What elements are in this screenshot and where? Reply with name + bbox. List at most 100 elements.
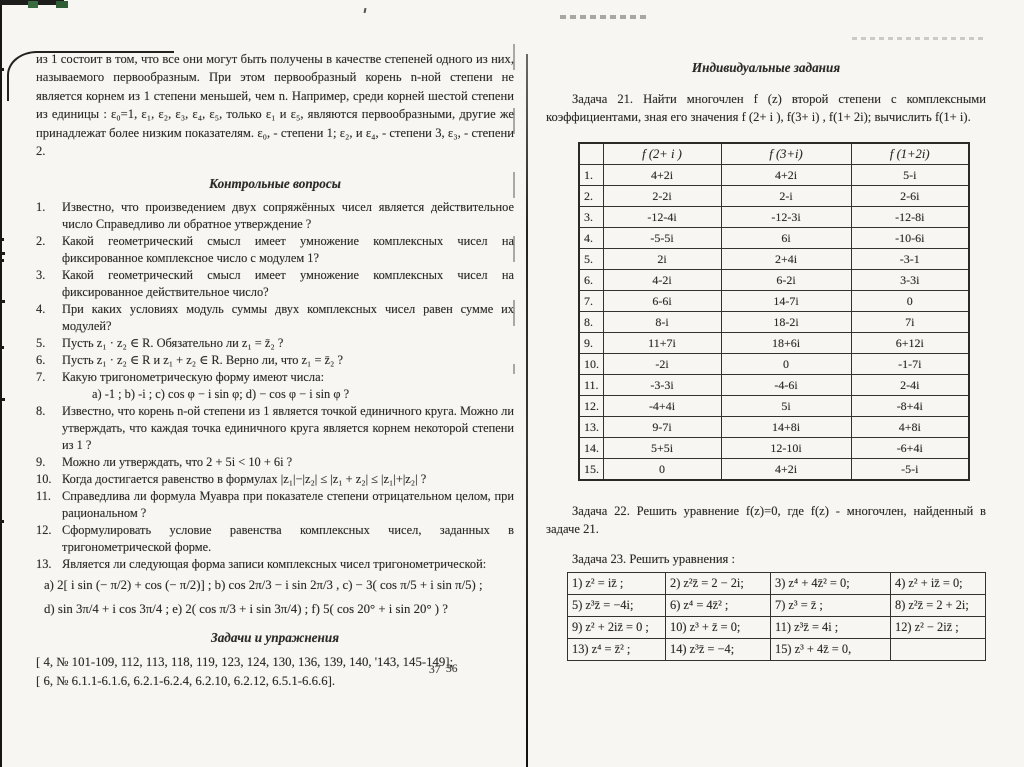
question-text: Известно, что корень n-ой степени из 1 я… (62, 404, 514, 453)
question-number: 9. (36, 455, 46, 470)
question-number: 1. (36, 200, 46, 215)
equation-cell: 8) z²z̄ = 2 + 2i; (890, 594, 986, 617)
question-item: 4. При каких условиях модуль суммы двух к… (36, 301, 514, 335)
question-number: 3. (36, 268, 46, 283)
value-cell: -4+4i (602, 395, 722, 417)
question-item: 10. Когда достигается равенство в формула… (36, 471, 514, 488)
equations-table-row: 9) z² + 2iz̄ = 0 ; 10) z³ + z̄ = 0; 11) z³… (567, 616, 986, 639)
value-cell: -12-4i (602, 206, 722, 228)
question-item: 11. Справедлива ли формула Муавра при пок… (36, 488, 514, 522)
equation-cell: 1) z² = iz̄ ; (567, 572, 666, 595)
row-number: 13. (578, 416, 604, 438)
column-header: f (2+ i ) (602, 142, 722, 165)
value-cell: 0 (720, 353, 852, 375)
values-table-row: 15. 0 4+2i -5-i (578, 458, 970, 481)
equation-cell (890, 638, 986, 661)
question-text: Какой геометрический смысл имеет умножен… (62, 234, 514, 266)
row-number: 6. (578, 269, 604, 291)
values-table-row: 8. 8-i 18-2i 7i (578, 311, 970, 333)
equation-cell: 14) z³z̄ = −4; (665, 638, 771, 661)
value-cell: 0 (602, 458, 722, 481)
question-item: 6. Пусть z₁ · z₂ ∈ R и z₁ + z₂ ∈ R. Верно… (36, 352, 514, 369)
scan-edge-line (0, 0, 2, 767)
values-table-row: 3. -12-4i -12-3i -12-8i (578, 206, 970, 228)
question-item: 8. Известно, что корень n-ой степени из 1… (36, 403, 514, 454)
row-number: 4. (578, 227, 604, 249)
column-header: f (3+i) (720, 142, 852, 165)
equation-cell: 9) z² + 2iz̄ = 0 ; (567, 616, 666, 639)
section-title-exercises: Задачи и упражнения (210, 630, 339, 646)
value-cell: 11+7i (602, 332, 722, 354)
question-number: 13. (36, 557, 52, 572)
value-cell: 4+2i (720, 458, 852, 481)
value-cell: -3-1 (850, 248, 970, 270)
value-cell: 14+8i (720, 416, 852, 438)
values-table-row: 1. 4+2i 4+2i 5-i (578, 164, 970, 186)
references: [ 4, № 101-109, 112, 113, 118, 119, 123,… (36, 653, 514, 691)
question-text: Какой геометрический смысл имеет умножен… (62, 268, 514, 300)
task-22-text: Задача 22. Решить уравнение f(z)=0, где … (546, 504, 986, 537)
reference-line: [ 6, № 6.1.1-6.1.6, 6.2.1-6.2.4, 6.2.10,… (36, 674, 336, 689)
value-cell: -2i (602, 353, 722, 375)
question-item: 9. Можно ли утверждать, что 2 + 5i < 10 +… (36, 454, 514, 471)
value-cell: 5-i (850, 164, 970, 186)
value-cell: -1-7i (850, 353, 970, 375)
value-cell: 7i (850, 311, 970, 333)
question-formula: d) sin 3π/4 + i cos 3π/4 ; е) 2( cos π/3… (44, 602, 448, 617)
equation-cell: 7) z³ = z̄ ; (770, 594, 891, 617)
page-corner-curve (7, 51, 174, 101)
value-cell: 2-4i (850, 374, 970, 396)
page-number-left: 36 (446, 663, 458, 675)
value-cell: 2-i (720, 185, 852, 207)
equations-table-body: 1) z² = iz̄ ; 2) z²z̄ = 2 − 2i; 3) z⁴ + 4z… (567, 572, 986, 661)
equation-cell: 13) z⁴ = z̄² ; (567, 638, 666, 661)
value-cell: 14-7i (720, 290, 852, 312)
value-cell: -12-8i (850, 206, 970, 228)
equations-table-row: 1) z² = iz̄ ; 2) z²z̄ = 2 − 2i; 3) z⁴ + 4z… (567, 572, 986, 595)
question-text: Справедлива ли формула Муавра при показа… (62, 489, 514, 521)
question-text: Является ли следующая форма записи компл… (62, 557, 487, 572)
values-table-row: 9. 11+7i 18+6i 6+12i (578, 332, 970, 354)
right-page: Индивидуальные задания Задача 21. Найти … (546, 44, 986, 744)
value-cell: 4+8i (850, 416, 970, 438)
values-table-row: 4. -5-5i 6i -10-6i (578, 227, 970, 249)
question-number: 10. (36, 472, 52, 487)
value-cell: -12-3i (720, 206, 852, 228)
question-text: Сформулировать условие равенства комплек… (62, 523, 514, 555)
intro-paragraph: из 1 состоит в том, что все они могут бы… (36, 52, 514, 159)
question-text: Когда достигается равенство в формулах |… (62, 472, 427, 487)
scan-green-mark (56, 1, 68, 8)
value-cell: 2-6i (850, 185, 970, 207)
row-number: 14. (578, 437, 604, 459)
value-cell: 6i (720, 227, 852, 249)
values-table-row: 11. -3-3i -4-6i 2-4i (578, 374, 970, 396)
question-number: 8. (36, 404, 46, 419)
value-cell: 2+4i (720, 248, 852, 270)
value-cell: 9-7i (602, 416, 722, 438)
column-header (578, 142, 604, 165)
value-cell: -5-i (850, 458, 970, 481)
values-table-row: 12. -4+4i 5i -8+4i (578, 395, 970, 417)
question-text: Какую тригонометрическую форму имеют чис… (62, 370, 325, 385)
row-number: 1. (578, 164, 604, 186)
question-formula: а) 2[ i sin (− π/2) + cos (− π/2)] ; b) … (44, 578, 483, 593)
question-item: 1. Известно, что произведением двух сопря… (36, 199, 514, 233)
scan-speck (363, 7, 367, 14)
value-cell: 4-2i (602, 269, 722, 291)
equation-cell: 4) z² + iz̄ = 0; (890, 572, 986, 595)
question-item: 13. Является ли следующая форма записи ко… (36, 556, 514, 573)
question-number: 4. (36, 302, 46, 317)
question-number: 12. (36, 523, 52, 538)
value-cell: 18-2i (720, 311, 852, 333)
question-text: Можно ли утверждать, что 2 + 5i < 10 + 6… (62, 455, 293, 470)
value-cell: 8-i (602, 311, 722, 333)
row-number: 15. (578, 458, 604, 481)
gutter-dash-artifact (513, 44, 515, 374)
equation-cell: 2) z²z̄ = 2 − 2i; (665, 572, 771, 595)
values-table-row: 10. -2i 0 -1-7i (578, 353, 970, 375)
row-number: 10. (578, 353, 604, 375)
value-cell: 2-2i (602, 185, 722, 207)
values-table-row: 14. 5+5i 12-10i -6+4i (578, 437, 970, 459)
value-cell: 4+2i (720, 164, 852, 186)
